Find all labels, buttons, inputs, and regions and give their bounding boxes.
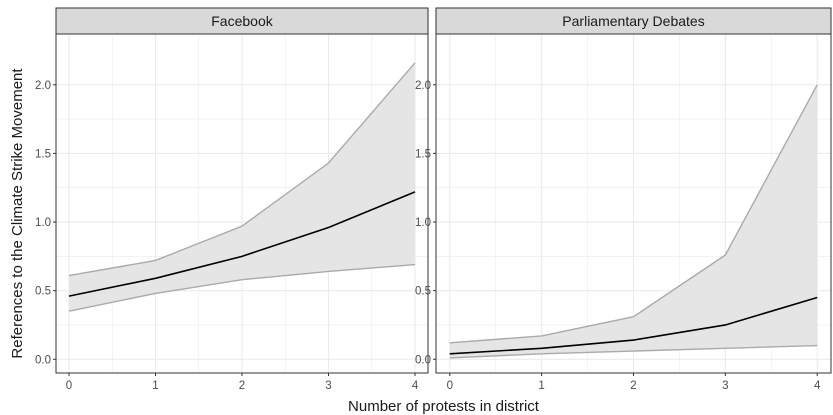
facet-strip-parliamentary-debates [435, 7, 832, 35]
x-tick-label: 2 [239, 380, 245, 392]
facet-title-facebook: Facebook [211, 13, 273, 29]
y-axis-title: References to the Climate Strike Movemen… [9, 68, 26, 359]
y-tick-label: 1.5 [415, 148, 431, 160]
x-tick-label: 0 [447, 380, 453, 392]
confidence-ribbon-facebook [68, 62, 416, 312]
x-axis-title: Number of protests in district [348, 398, 540, 415]
estimate-line-parliamentary-debates [449, 296, 818, 355]
ribbon-lower-edge-facebook [68, 263, 416, 312]
x-tick-labels-facebook: 0 1 2 3 4 [66, 373, 419, 392]
x-tick-label: 3 [722, 380, 728, 392]
ribbon-upper-edge-facebook [68, 62, 416, 277]
y-tick-label: 0.5 [35, 286, 51, 298]
y-tick-labels-parliamentary-debates: 0.0 0.5 1.0 1.5 2.0 [415, 80, 436, 366]
y-tick-label: 1.0 [415, 217, 431, 229]
y-tick-label: 0.0 [35, 354, 51, 366]
y-tick-label: 0.0 [415, 354, 431, 366]
facet-strip-facebook [55, 7, 429, 35]
ribbon-lower-edge-parliamentary-debates [449, 344, 818, 359]
ribbon-upper-edge-parliamentary-debates [449, 84, 818, 344]
y-tick-label: 1.0 [35, 217, 51, 229]
x-tick-labels-parliamentary-debates: 0 1 2 3 4 [447, 373, 821, 392]
x-tick-label: 0 [66, 380, 72, 392]
estimate-line-facebook [68, 191, 416, 297]
y-tick-label: 2.0 [35, 80, 51, 92]
x-tick-label: 3 [325, 380, 331, 392]
y-tick-label: 1.5 [35, 148, 51, 160]
x-tick-label: 4 [412, 380, 419, 392]
x-tick-label: 1 [538, 380, 544, 392]
confidence-ribbon-parliamentary-debates [449, 84, 818, 358]
facet-title-parliamentary-debates: Parliamentary Debates [562, 13, 704, 29]
y-tick-labels-facebook: 0.0 0.5 1.0 1.5 2.0 [35, 80, 56, 366]
y-tick-label: 2.0 [415, 80, 431, 92]
y-tick-label: 0.5 [415, 286, 431, 298]
x-tick-label: 4 [814, 380, 821, 392]
x-tick-label: 2 [630, 380, 636, 392]
panel-parliamentary-debates: Parliamentary Debates 0.0 0.5 1.0 1.5 2.0 0 1… [415, 7, 832, 392]
x-tick-label: 1 [152, 380, 158, 392]
panel-facebook: Facebook 0.0 0.5 1.0 1.5 2.0 0 1 2 3 4 [35, 7, 429, 392]
